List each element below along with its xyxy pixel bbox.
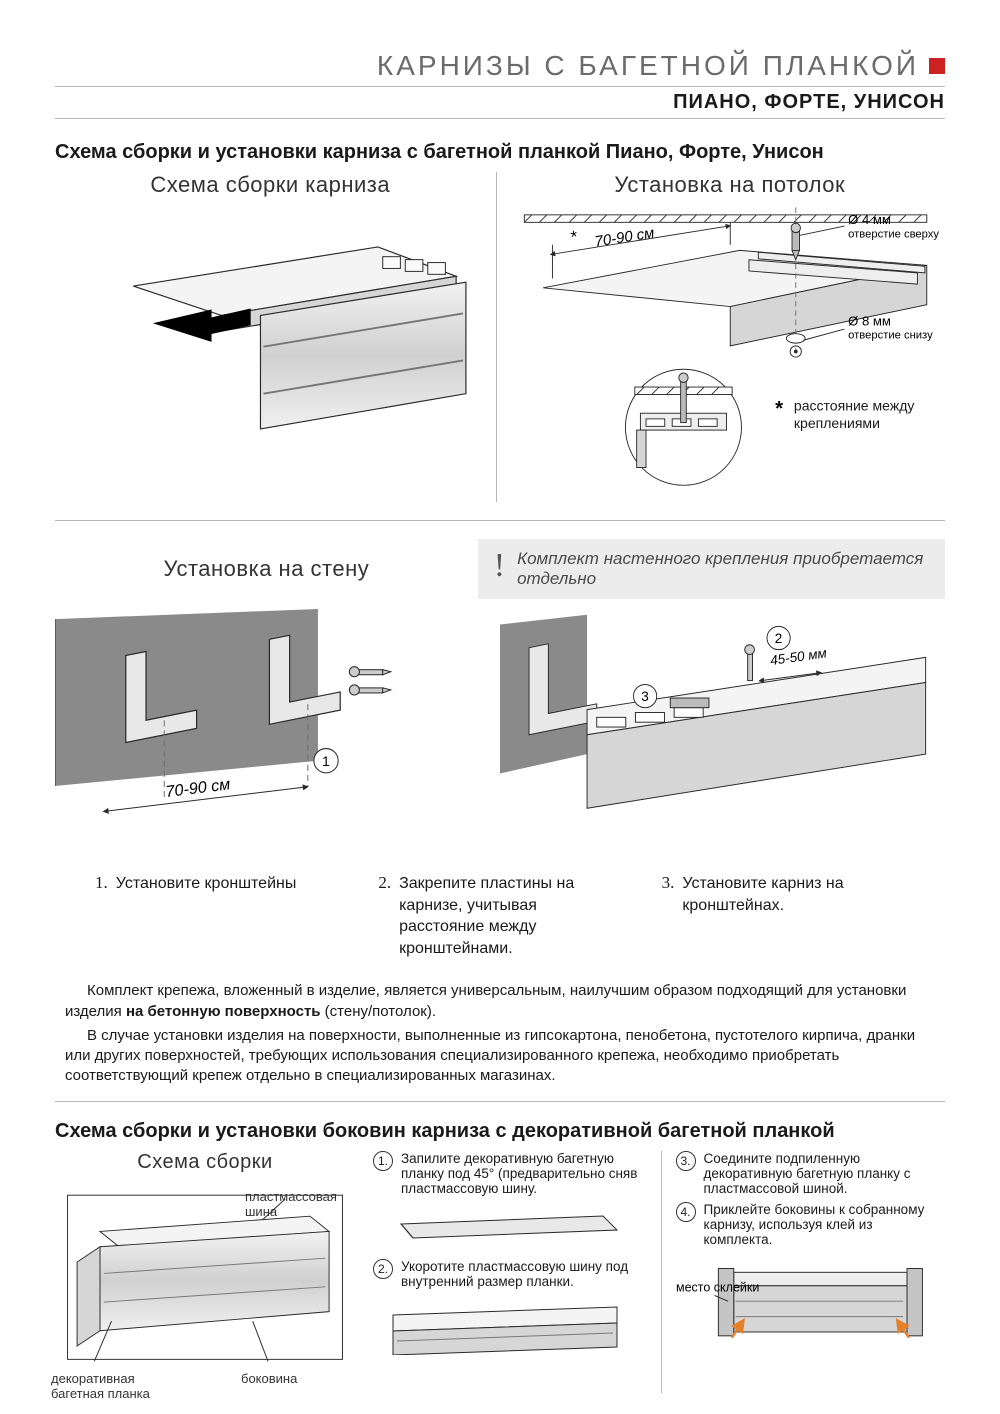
svg-text:1: 1 — [322, 753, 330, 769]
side-step-4: 4.Приклейте боковины к собранному карниз… — [676, 1202, 946, 1247]
wall-steps: 1.Установите кронштейны 2.Закрепите плас… — [95, 873, 905, 959]
header-title: КАРНИЗЫ С БАГЕТНОЙ ПЛАНКОЙ — [377, 50, 919, 82]
header-line2: ПИАНО, ФОРТЕ, УНИСОН — [55, 87, 945, 119]
ceiling-diagram: * 70-90 см Ø 4 мм отверстие сверху — [515, 198, 946, 497]
wall-notice: ! Комплект настенного крепления приобрет… — [478, 539, 945, 599]
step-2: 2.Закрепите пластины на карнизе, учитыва… — [378, 873, 621, 959]
side-step-1: 1.Запилите декоративную багетную планку … — [373, 1151, 643, 1196]
hardware-note: Комплект крепежа, вложенный в изделие, я… — [65, 981, 935, 1086]
lbl-left: декоративная багетная планка — [51, 1371, 181, 1401]
mini-dia-1 — [373, 1206, 633, 1246]
asterisk-note: расстояние между креплениями — [793, 398, 933, 433]
side-step-3: 3.Соедините подпиленную декоративную баг… — [676, 1151, 946, 1196]
header-accent-square — [929, 58, 945, 74]
svg-text:Ø 4 мм: Ø 4 мм — [848, 212, 891, 227]
mini-dia-2 — [373, 1299, 633, 1355]
section1-title: Схема сборки и установки карниза с багет… — [55, 141, 945, 164]
svg-text:место склейки: место склейки — [676, 1280, 759, 1294]
svg-text:Ø 8 мм: Ø 8 мм — [848, 313, 891, 328]
svg-text:*: * — [568, 227, 578, 247]
wall-track-diagram: 45-50 мм 2 3 — [500, 609, 945, 832]
step-1: 1.Установите кронштейны — [95, 873, 338, 959]
svg-text:2: 2 — [775, 631, 783, 646]
sides-assembly-heading: Схема сборки — [55, 1151, 355, 1174]
exclamation-icon: ! — [494, 549, 505, 583]
svg-text:отверстие снизу: отверстие снизу — [848, 329, 933, 341]
svg-text:*: * — [775, 397, 783, 420]
assembly-heading: Схема сборки карниза — [55, 172, 486, 198]
glue-diagram: место склейки — [676, 1253, 946, 1359]
section3-title: Схема сборки и установки боковин карниза… — [55, 1120, 945, 1143]
wall-bracket-diagram: 70-90 см 1 — [55, 609, 500, 842]
svg-text:3: 3 — [641, 689, 649, 704]
side-step-2: 2.Укоротите пластмассовую шину под внутр… — [373, 1259, 643, 1289]
assembly-diagram — [55, 198, 486, 452]
svg-text:отверстие сверху: отверстие сверху — [848, 228, 939, 240]
wall-notice-text: Комплект настенного крепления приобретае… — [517, 549, 929, 589]
ceiling-heading: Установка на потолок — [515, 172, 946, 198]
svg-text:70-90 см: 70-90 см — [593, 224, 655, 250]
header-line1: КАРНИЗЫ С БАГЕТНОЙ ПЛАНКОЙ — [55, 50, 945, 87]
wall-heading: Установка на стену — [85, 556, 448, 582]
lbl-right: боковина — [241, 1371, 297, 1386]
lbl-top: пластмассовая шина — [245, 1189, 355, 1219]
step-3: 3.Установите карниз на кронштейнах. — [662, 873, 905, 959]
